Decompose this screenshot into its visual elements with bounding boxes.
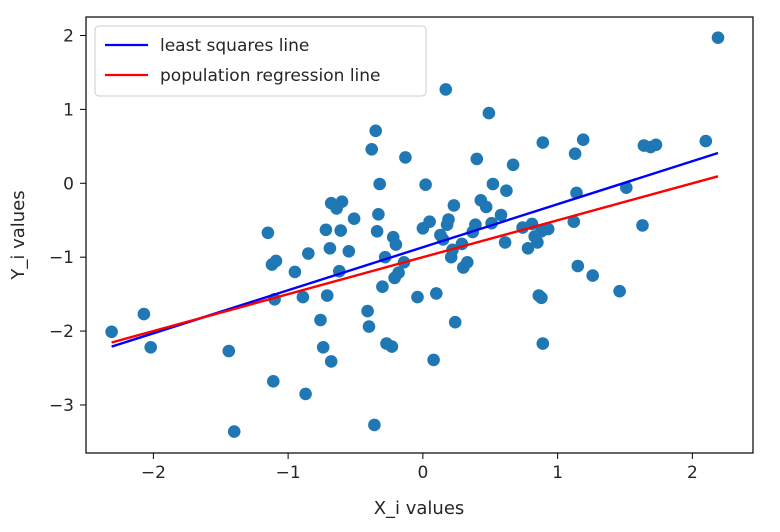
data-point bbox=[392, 266, 405, 280]
data-point bbox=[486, 177, 500, 191]
data-point bbox=[568, 147, 582, 160]
data-point bbox=[521, 242, 535, 255]
data-point bbox=[535, 291, 548, 305]
data-point bbox=[586, 269, 599, 282]
data-point bbox=[430, 287, 443, 300]
data-point bbox=[447, 199, 461, 212]
data-point bbox=[506, 158, 520, 172]
data-point bbox=[347, 212, 361, 225]
data-point bbox=[361, 304, 374, 318]
data-point bbox=[288, 265, 302, 279]
data-point bbox=[439, 83, 453, 96]
data-point bbox=[222, 344, 236, 358]
data-point bbox=[571, 259, 585, 273]
x-axis-ticks: −2 −1 0 1 2 bbox=[141, 453, 698, 483]
x-tick-label: 1 bbox=[552, 463, 563, 483]
data-point bbox=[302, 247, 315, 260]
data-point bbox=[389, 238, 403, 251]
data-point bbox=[137, 307, 151, 321]
x-tick-label: 0 bbox=[417, 463, 428, 483]
data-point bbox=[541, 222, 555, 236]
data-point bbox=[319, 223, 333, 237]
data-point bbox=[269, 254, 283, 268]
y-tick-label: 2 bbox=[63, 26, 74, 46]
data-point bbox=[613, 284, 626, 298]
data-point bbox=[448, 315, 462, 329]
data-point bbox=[399, 151, 412, 164]
data-point bbox=[536, 337, 550, 350]
y-axis-label: Y_i values bbox=[8, 190, 29, 280]
data-point bbox=[370, 225, 384, 238]
data-point bbox=[362, 320, 376, 333]
data-point bbox=[442, 213, 455, 226]
data-point bbox=[365, 143, 379, 156]
data-point bbox=[334, 224, 348, 237]
x-tick-label: −1 bbox=[276, 463, 301, 483]
data-point bbox=[482, 106, 496, 120]
data-point bbox=[500, 184, 513, 197]
data-point bbox=[369, 124, 383, 138]
legend-box bbox=[94, 25, 427, 97]
data-point bbox=[373, 177, 387, 191]
data-point bbox=[368, 418, 381, 432]
data-point bbox=[324, 355, 338, 368]
y-tick-label: 1 bbox=[63, 100, 74, 120]
data-point bbox=[498, 236, 512, 249]
data-point bbox=[699, 134, 713, 148]
data-point bbox=[144, 341, 157, 354]
data-point bbox=[427, 353, 440, 367]
data-point bbox=[299, 387, 312, 401]
data-point bbox=[636, 219, 649, 232]
x-tick-label: −2 bbox=[141, 463, 166, 483]
y-tick-label: −2 bbox=[49, 322, 74, 342]
x-axis-label: X_i values bbox=[374, 498, 465, 519]
data-point bbox=[461, 255, 474, 269]
data-point bbox=[267, 375, 280, 388]
population-regression-line bbox=[111, 175, 719, 344]
data-point bbox=[296, 290, 310, 304]
regression-lines bbox=[111, 151, 719, 348]
data-point bbox=[620, 181, 633, 194]
data-point bbox=[649, 138, 663, 152]
data-point bbox=[576, 133, 590, 146]
data-point bbox=[314, 313, 327, 327]
data-point bbox=[320, 289, 334, 302]
data-point bbox=[469, 218, 482, 231]
data-point bbox=[479, 200, 493, 214]
data-point bbox=[261, 226, 275, 240]
data-point bbox=[342, 245, 356, 258]
data-point bbox=[385, 340, 399, 353]
data-point bbox=[423, 215, 436, 228]
plot-frame bbox=[85, 16, 754, 454]
data-point bbox=[335, 195, 349, 208]
data-point bbox=[323, 242, 337, 255]
y-axis-ticks: −3 −2 −1 0 1 2 bbox=[49, 26, 86, 416]
y-tick-label: −3 bbox=[49, 396, 74, 416]
data-point bbox=[536, 136, 550, 149]
data-point bbox=[567, 215, 581, 228]
data-point bbox=[372, 208, 385, 221]
data-point bbox=[105, 325, 118, 339]
data-point bbox=[376, 280, 389, 294]
legend-label-population: population regression line bbox=[160, 66, 381, 86]
y-tick-label: −1 bbox=[49, 248, 74, 268]
data-point bbox=[419, 178, 432, 191]
legend-label-least-squares: least squares line bbox=[160, 36, 309, 56]
legend: least squares line population regression… bbox=[94, 25, 427, 97]
y-tick-label: 0 bbox=[63, 174, 74, 194]
x-tick-label: 2 bbox=[687, 463, 698, 483]
scatter-points bbox=[105, 31, 725, 438]
data-point bbox=[470, 152, 484, 166]
data-point bbox=[711, 31, 725, 44]
data-point bbox=[227, 425, 241, 438]
data-point bbox=[316, 341, 330, 354]
data-point bbox=[494, 208, 508, 222]
data-point bbox=[531, 236, 544, 249]
data-point bbox=[411, 290, 424, 304]
